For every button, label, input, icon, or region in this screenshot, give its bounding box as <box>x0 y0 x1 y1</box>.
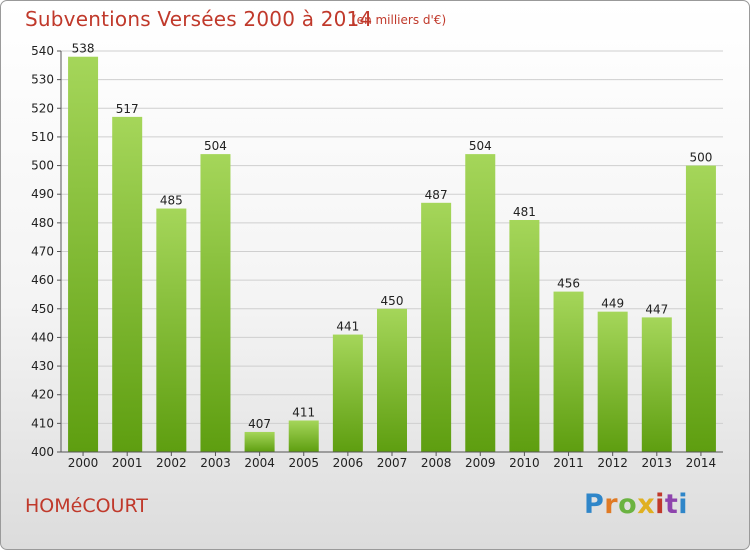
x-tick-label: 2011 <box>553 456 584 470</box>
x-tick-label: 2013 <box>642 456 673 470</box>
x-tick-label: 2006 <box>333 456 364 470</box>
x-tick-label: 2003 <box>200 456 231 470</box>
labels: 400 410 420 430 440 450 460 470 480 490 500 510 520 5… <box>31 42 716 470</box>
y-tick-label: 470 <box>31 245 54 259</box>
y-tick-label: 500 <box>31 159 54 173</box>
chart-title: Subventions Versées 2000 à 2014 <box>25 7 373 31</box>
x-tick-label: 2012 <box>597 456 628 470</box>
value-label-2002: 485 <box>160 194 183 208</box>
x-tick-label: 2008 <box>421 456 452 470</box>
y-tick-label: 540 <box>31 44 54 58</box>
value-label-2009: 504 <box>469 139 492 153</box>
bar-2014 <box>685 165 716 453</box>
bar-2007 <box>377 308 407 452</box>
y-tick-label: 480 <box>31 216 54 230</box>
bars <box>68 56 716 453</box>
value-label-2005: 411 <box>292 405 315 419</box>
bar-2001 <box>112 116 143 452</box>
value-label-2006: 441 <box>336 320 359 334</box>
x-tick-label: 2014 <box>686 456 717 470</box>
bar-2006 <box>332 334 363 452</box>
y-tick-label: 410 <box>31 416 54 430</box>
bar-2013 <box>641 317 672 452</box>
axes <box>57 50 723 456</box>
bar-2003 <box>200 154 231 452</box>
x-tick-label: 2007 <box>377 456 408 470</box>
value-label-2001: 517 <box>116 102 139 116</box>
y-tick-label: 520 <box>31 101 54 115</box>
value-label-2004: 407 <box>248 417 271 431</box>
chart-unit-note: (en milliers d'€) <box>352 13 447 27</box>
x-tick-label: 2005 <box>288 456 319 470</box>
y-tick-label: 490 <box>31 187 54 201</box>
x-tick-label: 2009 <box>465 456 496 470</box>
x-tick-label: 2010 <box>509 456 540 470</box>
value-label-2000: 538 <box>72 42 95 56</box>
y-tick-label: 450 <box>31 302 54 316</box>
value-label-2013: 447 <box>645 302 668 316</box>
x-tick-label: 2004 <box>244 456 275 470</box>
y-tick-label: 440 <box>31 330 54 344</box>
y-tick-label: 400 <box>31 445 54 459</box>
value-label-2010: 481 <box>513 205 536 219</box>
value-label-2012: 449 <box>601 297 624 311</box>
value-label-2008: 487 <box>425 188 448 202</box>
y-tick-label: 420 <box>31 388 54 402</box>
bar-2008 <box>421 202 452 452</box>
bar-2012 <box>597 311 628 452</box>
x-tick-label: 2000 <box>68 456 99 470</box>
bar-2002 <box>156 208 187 452</box>
bar-2000 <box>68 56 99 452</box>
value-label-2007: 450 <box>381 294 404 308</box>
value-label-2003: 504 <box>204 139 227 153</box>
y-tick-label: 430 <box>31 359 54 373</box>
x-tick-label: 2002 <box>156 456 187 470</box>
value-label-2011: 456 <box>557 277 580 291</box>
value-label-2014: 500 <box>689 151 712 165</box>
y-tick-label: 530 <box>31 73 54 87</box>
bar-2004 <box>244 431 275 452</box>
y-tick-label: 460 <box>31 273 54 287</box>
bar-2010 <box>509 219 540 452</box>
bar-2005 <box>288 420 319 452</box>
bar-2009 <box>465 154 496 452</box>
bar-2011 <box>553 291 584 452</box>
x-tick-label: 2001 <box>112 456 143 470</box>
y-tick-label: 510 <box>31 130 54 144</box>
proxiti-logo: Proxiti <box>584 489 689 520</box>
commune-name: HOMéCOURT <box>25 495 148 517</box>
